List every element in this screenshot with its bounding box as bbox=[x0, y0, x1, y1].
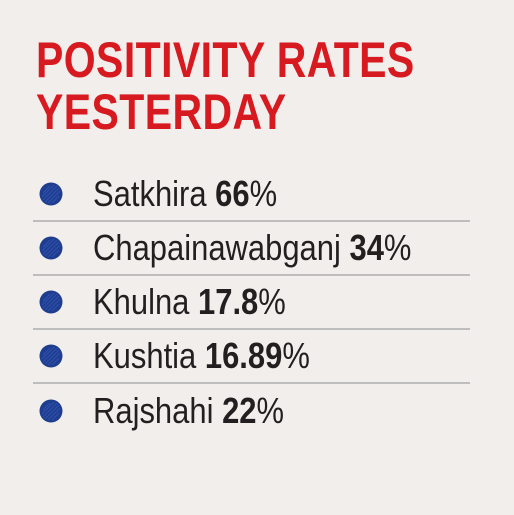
rate-unit: % bbox=[282, 335, 310, 376]
rate-value: 34 bbox=[349, 227, 384, 268]
district-name: Satkhira bbox=[93, 173, 207, 214]
district-name: Rajshahi bbox=[93, 390, 214, 431]
list-item: Rajshahi 22% bbox=[33, 384, 470, 438]
rate-value: 17.8 bbox=[198, 281, 259, 322]
item-label: Satkhira 66% bbox=[93, 174, 277, 214]
scribbled-circle-icon bbox=[39, 290, 63, 314]
scribbled-circle-icon bbox=[39, 236, 63, 260]
title-line-2: YESTERDAY bbox=[36, 84, 287, 140]
scribbled-circle-icon bbox=[39, 344, 63, 368]
list-item: Khulna 17.8% bbox=[33, 276, 470, 330]
positivity-list: Satkhira 66% Chapainawabganj 34% Khulna 17.… bbox=[33, 168, 470, 438]
rate-unit: % bbox=[258, 281, 286, 322]
scribbled-circle-icon bbox=[39, 399, 63, 423]
item-label: Chapainawabganj 34% bbox=[93, 228, 411, 268]
item-label: Khulna 17.8% bbox=[93, 282, 286, 322]
rate-value: 16.89 bbox=[204, 335, 283, 376]
district-name: Chapainawabganj bbox=[93, 227, 341, 268]
item-label: Kushtia 16.89% bbox=[93, 336, 310, 376]
title-line-1: POSITIVITY RATES bbox=[36, 32, 415, 88]
rate-unit: % bbox=[383, 227, 412, 268]
scribbled-circle-icon bbox=[39, 182, 63, 206]
rate-value: 22 bbox=[222, 390, 257, 431]
list-item: Chapainawabganj 34% bbox=[33, 222, 470, 276]
list-item: Satkhira 66% bbox=[33, 168, 470, 222]
district-name: Khulna bbox=[93, 281, 190, 322]
page-title: POSITIVITY RATES YESTERDAY bbox=[36, 32, 415, 140]
item-label: Rajshahi 22% bbox=[93, 391, 284, 431]
rate-value: 66 bbox=[215, 173, 250, 214]
list-item: Kushtia 16.89% bbox=[33, 330, 470, 384]
rate-unit: % bbox=[249, 173, 278, 214]
district-name: Kushtia bbox=[93, 335, 197, 376]
rate-unit: % bbox=[256, 390, 285, 431]
